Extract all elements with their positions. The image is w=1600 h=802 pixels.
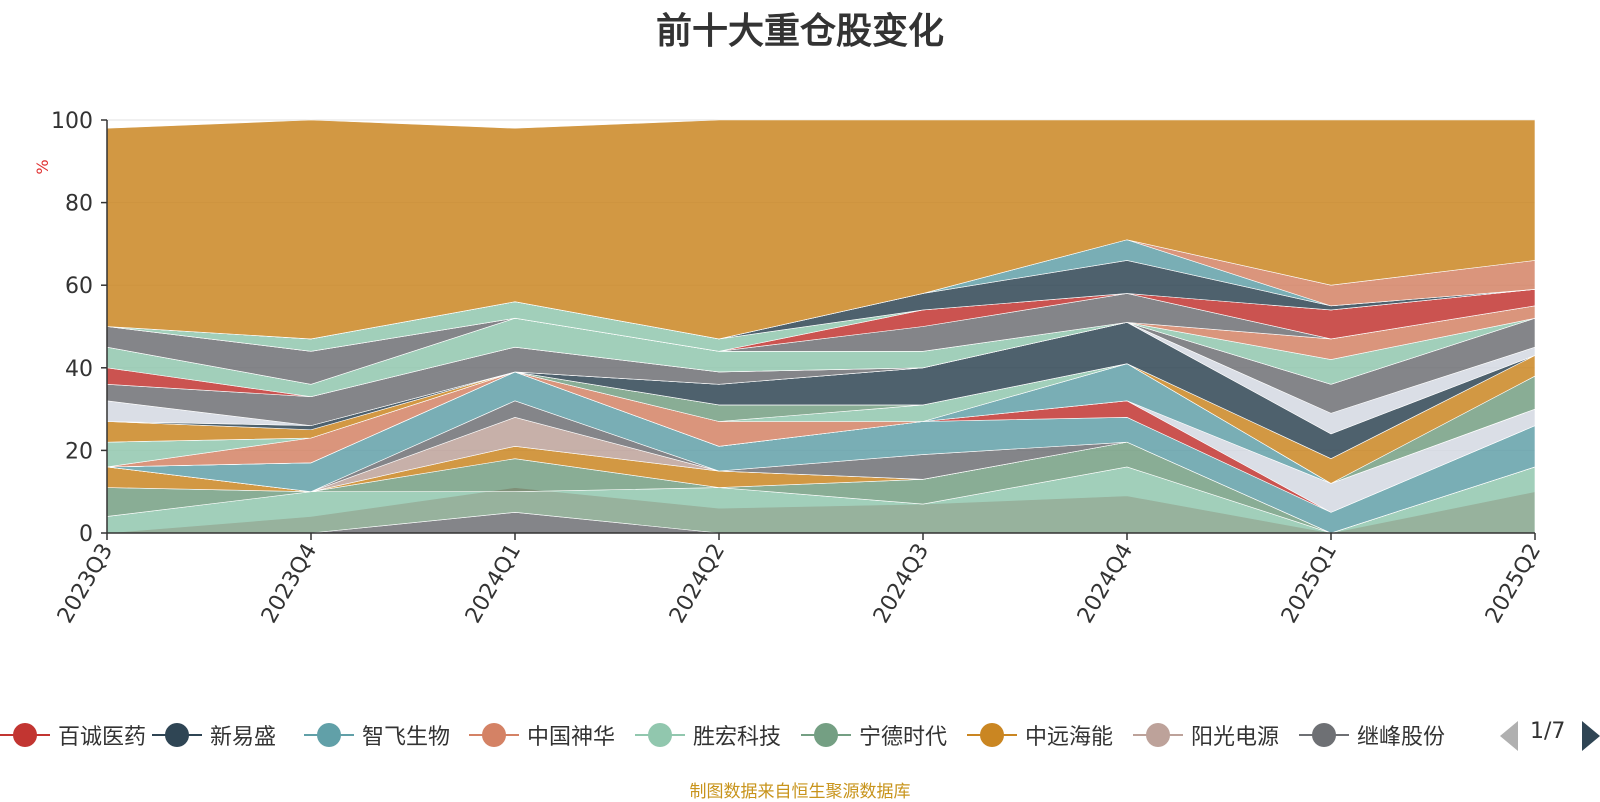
legend-item[interactable]: 继峰股份 bbox=[1299, 715, 1445, 755]
legend: 百诚医药 新易盛 智飞生物 中国神华 胜宏科技 宁德时代 中远海能 阳光电源 继峰股份 1/7 bbox=[0, 715, 1600, 755]
y-tick-label: 60 bbox=[65, 274, 93, 299]
legend-item[interactable]: 中远海能 bbox=[967, 715, 1113, 755]
legend-label: 新易盛 bbox=[210, 725, 277, 750]
legend-item[interactable]: 智飞生物 bbox=[304, 715, 450, 755]
y-tick-label: 80 bbox=[65, 192, 93, 217]
stacked-areas bbox=[106, 119, 1536, 534]
x-tick-label: 2024Q2 bbox=[665, 540, 730, 628]
chart-title: 前十大重仓股变化 bbox=[655, 11, 944, 52]
legend-label: 智飞生物 bbox=[362, 725, 451, 750]
source-note: 制图数据来自恒生聚源数据库 bbox=[689, 782, 911, 802]
legend-marker-icon bbox=[1133, 720, 1183, 750]
area-band-27 bbox=[106, 119, 1536, 340]
x-tick-label: 2023Q4 bbox=[257, 540, 322, 628]
legend-items: 百诚医药 新易盛 智飞生物 中国神华 胜宏科技 宁德时代 中远海能 阳光电源 继峰股份 bbox=[0, 715, 1480, 755]
legend-item[interactable]: 新易盛 bbox=[152, 715, 276, 755]
x-tick-label: 2023Q3 bbox=[53, 540, 118, 628]
x-tick-label: 2024Q3 bbox=[869, 540, 934, 628]
pager-prev-icon[interactable] bbox=[1500, 721, 1518, 751]
y-axis-label: % bbox=[33, 159, 52, 174]
pager-next-icon[interactable] bbox=[1582, 721, 1600, 751]
legend-label: 阳光电源 bbox=[1191, 725, 1280, 750]
legend-label: 百诚医药 bbox=[58, 725, 147, 750]
legend-marker-icon bbox=[1299, 720, 1349, 750]
legend-marker-icon bbox=[635, 720, 685, 750]
legend-marker-icon bbox=[801, 720, 851, 750]
legend-marker-icon bbox=[152, 720, 202, 750]
y-tick-label: 100 bbox=[51, 109, 93, 134]
legend-label: 中远海能 bbox=[1025, 725, 1114, 750]
x-tick-label: 2025Q2 bbox=[1481, 540, 1546, 628]
legend-item[interactable]: 阳光电源 bbox=[1133, 715, 1279, 755]
legend-marker-icon bbox=[0, 720, 50, 750]
legend-marker-icon bbox=[967, 720, 1017, 750]
legend-item[interactable]: 宁德时代 bbox=[801, 715, 947, 755]
legend-pager: 1/7 bbox=[1500, 715, 1600, 755]
legend-label: 继峰股份 bbox=[1357, 725, 1446, 750]
legend-label: 宁德时代 bbox=[859, 725, 948, 750]
x-tick-label: 2024Q4 bbox=[1073, 540, 1138, 628]
legend-label: 中国神华 bbox=[527, 725, 616, 750]
x-tick-label: 2024Q1 bbox=[461, 540, 526, 628]
legend-label: 胜宏科技 bbox=[693, 725, 782, 750]
y-tick-label: 40 bbox=[65, 357, 93, 382]
y-tick-label: 20 bbox=[65, 439, 93, 464]
legend-item[interactable]: 百诚医药 bbox=[0, 715, 146, 755]
legend-marker-icon bbox=[469, 720, 519, 750]
x-tick-label: 2025Q1 bbox=[1277, 540, 1342, 628]
legend-item[interactable]: 胜宏科技 bbox=[635, 715, 781, 755]
y-tick-label: 0 bbox=[79, 522, 93, 547]
legend-marker-icon bbox=[304, 720, 354, 750]
legend-item[interactable]: 中国神华 bbox=[469, 715, 615, 755]
legend-page-indicator: 1/7 bbox=[1530, 719, 1566, 744]
